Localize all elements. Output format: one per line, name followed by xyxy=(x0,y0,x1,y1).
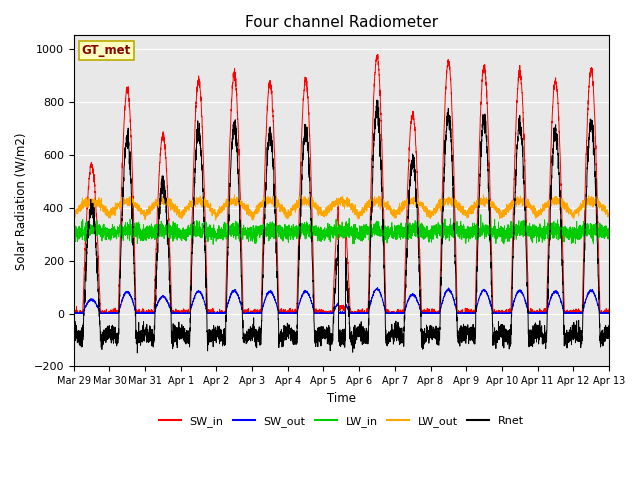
Title: Four channel Radiometer: Four channel Radiometer xyxy=(244,15,438,30)
X-axis label: Time: Time xyxy=(327,392,356,405)
Text: GT_met: GT_met xyxy=(82,44,131,57)
Legend: SW_in, SW_out, LW_in, LW_out, Rnet: SW_in, SW_out, LW_in, LW_out, Rnet xyxy=(154,412,529,432)
Y-axis label: Solar Radiation (W/m2): Solar Radiation (W/m2) xyxy=(15,132,28,270)
